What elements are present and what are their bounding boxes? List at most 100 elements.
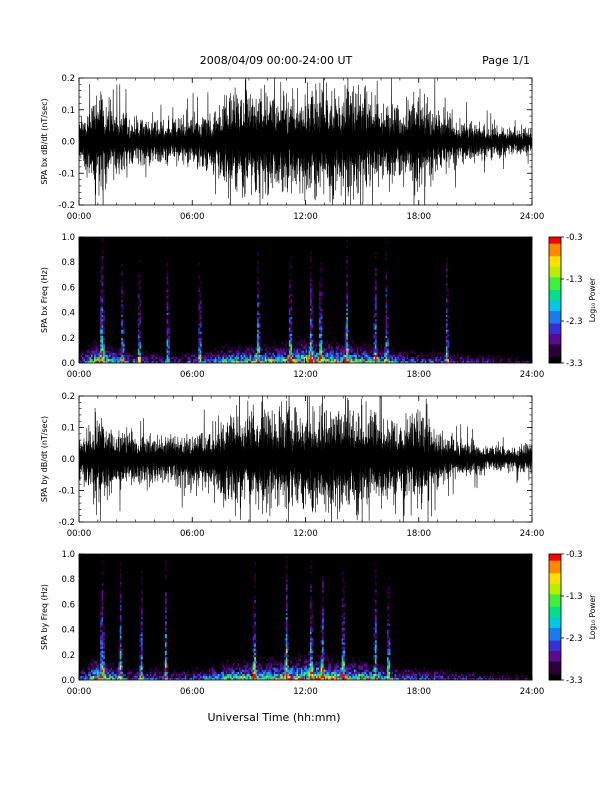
spectrogram-cell: [273, 348, 276, 351]
spectrogram-cell: [374, 310, 377, 313]
spectrogram-cell: [187, 356, 190, 360]
spectrogram-cell: [285, 593, 288, 597]
spectrogram-cell: [445, 239, 448, 242]
colorbar-segment: [549, 291, 561, 295]
spectrogram-cell: [310, 583, 312, 586]
spectrogram-cell: [299, 352, 302, 355]
spectrogram-cell: [288, 266, 291, 269]
spectrogram-cell: [166, 354, 169, 357]
spectrogram-cell: [445, 335, 448, 339]
spectrogram-cell: [101, 318, 104, 322]
spectrogram-cell: [346, 287, 349, 290]
spectrogram-cell: [85, 673, 87, 677]
spectrogram-cell: [107, 344, 110, 347]
spectrogram-cell: [316, 348, 318, 351]
colorbar-tick-label: -0.3: [566, 233, 583, 243]
spectrogram-cell: [145, 354, 148, 357]
spectrogram-cell: [113, 671, 116, 674]
spectrogram-cell: [128, 352, 131, 355]
spectrogram-cell: [245, 665, 247, 668]
spectrogram-cell: [101, 247, 104, 250]
spectrogram-cell: [308, 635, 311, 639]
spectrogram-cell: [405, 360, 407, 363]
spectrogram-cell: [290, 321, 293, 324]
spectrogram-cell: [101, 321, 104, 324]
spectrogram-cell: [201, 350, 204, 353]
colorbar-tick-label: -1.3: [566, 275, 583, 285]
spectrogram-cell: [519, 360, 522, 363]
spectrogram-cell: [211, 358, 214, 362]
spectrogram-cell: [287, 640, 290, 643]
spectrogram-cell: [385, 304, 388, 307]
spectrogram-cell: [88, 352, 90, 355]
spectrogram-cell: [122, 329, 125, 332]
spectrogram-cell: [299, 342, 302, 345]
spectrogram-cell: [248, 669, 250, 672]
spectrogram-cell: [294, 663, 297, 666]
spectrogram-cell: [165, 646, 167, 649]
spectrogram-cell: [273, 360, 276, 363]
spectrogram-cell: [320, 323, 323, 326]
spectrogram-cell: [302, 352, 305, 355]
spectrogram-cell: [385, 289, 388, 292]
spectrogram-cell: [260, 675, 263, 679]
spectrogram-cell: [168, 308, 170, 311]
spectrogram-cell: [86, 350, 89, 353]
spectrogram-cell: [341, 352, 344, 355]
spectrogram-cell: [226, 661, 229, 664]
spectrogram-cell: [285, 667, 288, 670]
spectrogram-cell: [214, 671, 217, 674]
spectrogram-cell: [91, 675, 93, 679]
spectrogram-cell: [225, 358, 228, 362]
spectrogram-cell: [103, 302, 105, 305]
spectrogram-cell: [276, 671, 279, 674]
spectrogram-cell: [285, 640, 288, 643]
spectrogram-cell: [313, 677, 315, 680]
spectrogram-cell: [396, 358, 398, 362]
spectrogram-cell: [198, 297, 201, 301]
spectrogram-cell: [287, 348, 290, 351]
spectrogram-cell: [162, 356, 164, 360]
spectrogram-cell: [104, 667, 107, 670]
spectrogram-cell: [139, 274, 142, 278]
spectrogram-cell: [284, 642, 287, 645]
spectrogram-cell: [165, 587, 167, 590]
spectrogram-cell: [116, 677, 119, 680]
spectrogram-cell: [415, 358, 418, 362]
spectrogram-cell: [119, 635, 122, 639]
spectrogram-cell: [325, 342, 327, 345]
spectrogram-cell: [220, 675, 223, 679]
spectrogram-cell: [279, 358, 282, 362]
spectrogram-cell: [359, 354, 362, 357]
colorbar-segment: [549, 331, 561, 334]
spectrogram-cell: [101, 598, 104, 601]
spectrogram-cell: [122, 342, 125, 345]
spectrogram-cell: [418, 352, 421, 355]
spectrogram-cell: [199, 337, 202, 341]
spectrogram-cell: [299, 677, 302, 680]
spectrogram-cell: [311, 350, 314, 353]
spectrogram-cell: [334, 352, 336, 355]
spectrogram-cell: [100, 677, 102, 680]
spectrogram-cell: [85, 677, 87, 680]
spectrogram-cell: [149, 677, 152, 680]
spectrogram-cell: [368, 360, 371, 363]
spectrogram-cell: [311, 661, 314, 664]
spectrogram-cell: [270, 358, 273, 362]
spectrogram-cell: [139, 358, 142, 362]
spectrogram-cell: [276, 360, 279, 363]
spectrogram-cell: [165, 619, 167, 622]
spectrogram-cell: [151, 671, 154, 674]
spectrogram-cell: [219, 671, 222, 674]
spectrogram-cell: [311, 638, 314, 641]
spectrogram-cell: [293, 354, 296, 357]
spectrogram-cell: [223, 354, 226, 357]
spectrogram-cell: [139, 285, 142, 288]
y-axis-label: SPA by dB/dt (nT/sec): [40, 416, 49, 502]
spectrogram-cell: [152, 350, 155, 353]
spectrogram-cell: [246, 675, 249, 679]
spectrogram-cell: [297, 667, 300, 670]
spectrogram-cell: [165, 665, 167, 668]
spectrogram-cell: [365, 356, 368, 360]
spectrogram-cell: [335, 352, 338, 355]
